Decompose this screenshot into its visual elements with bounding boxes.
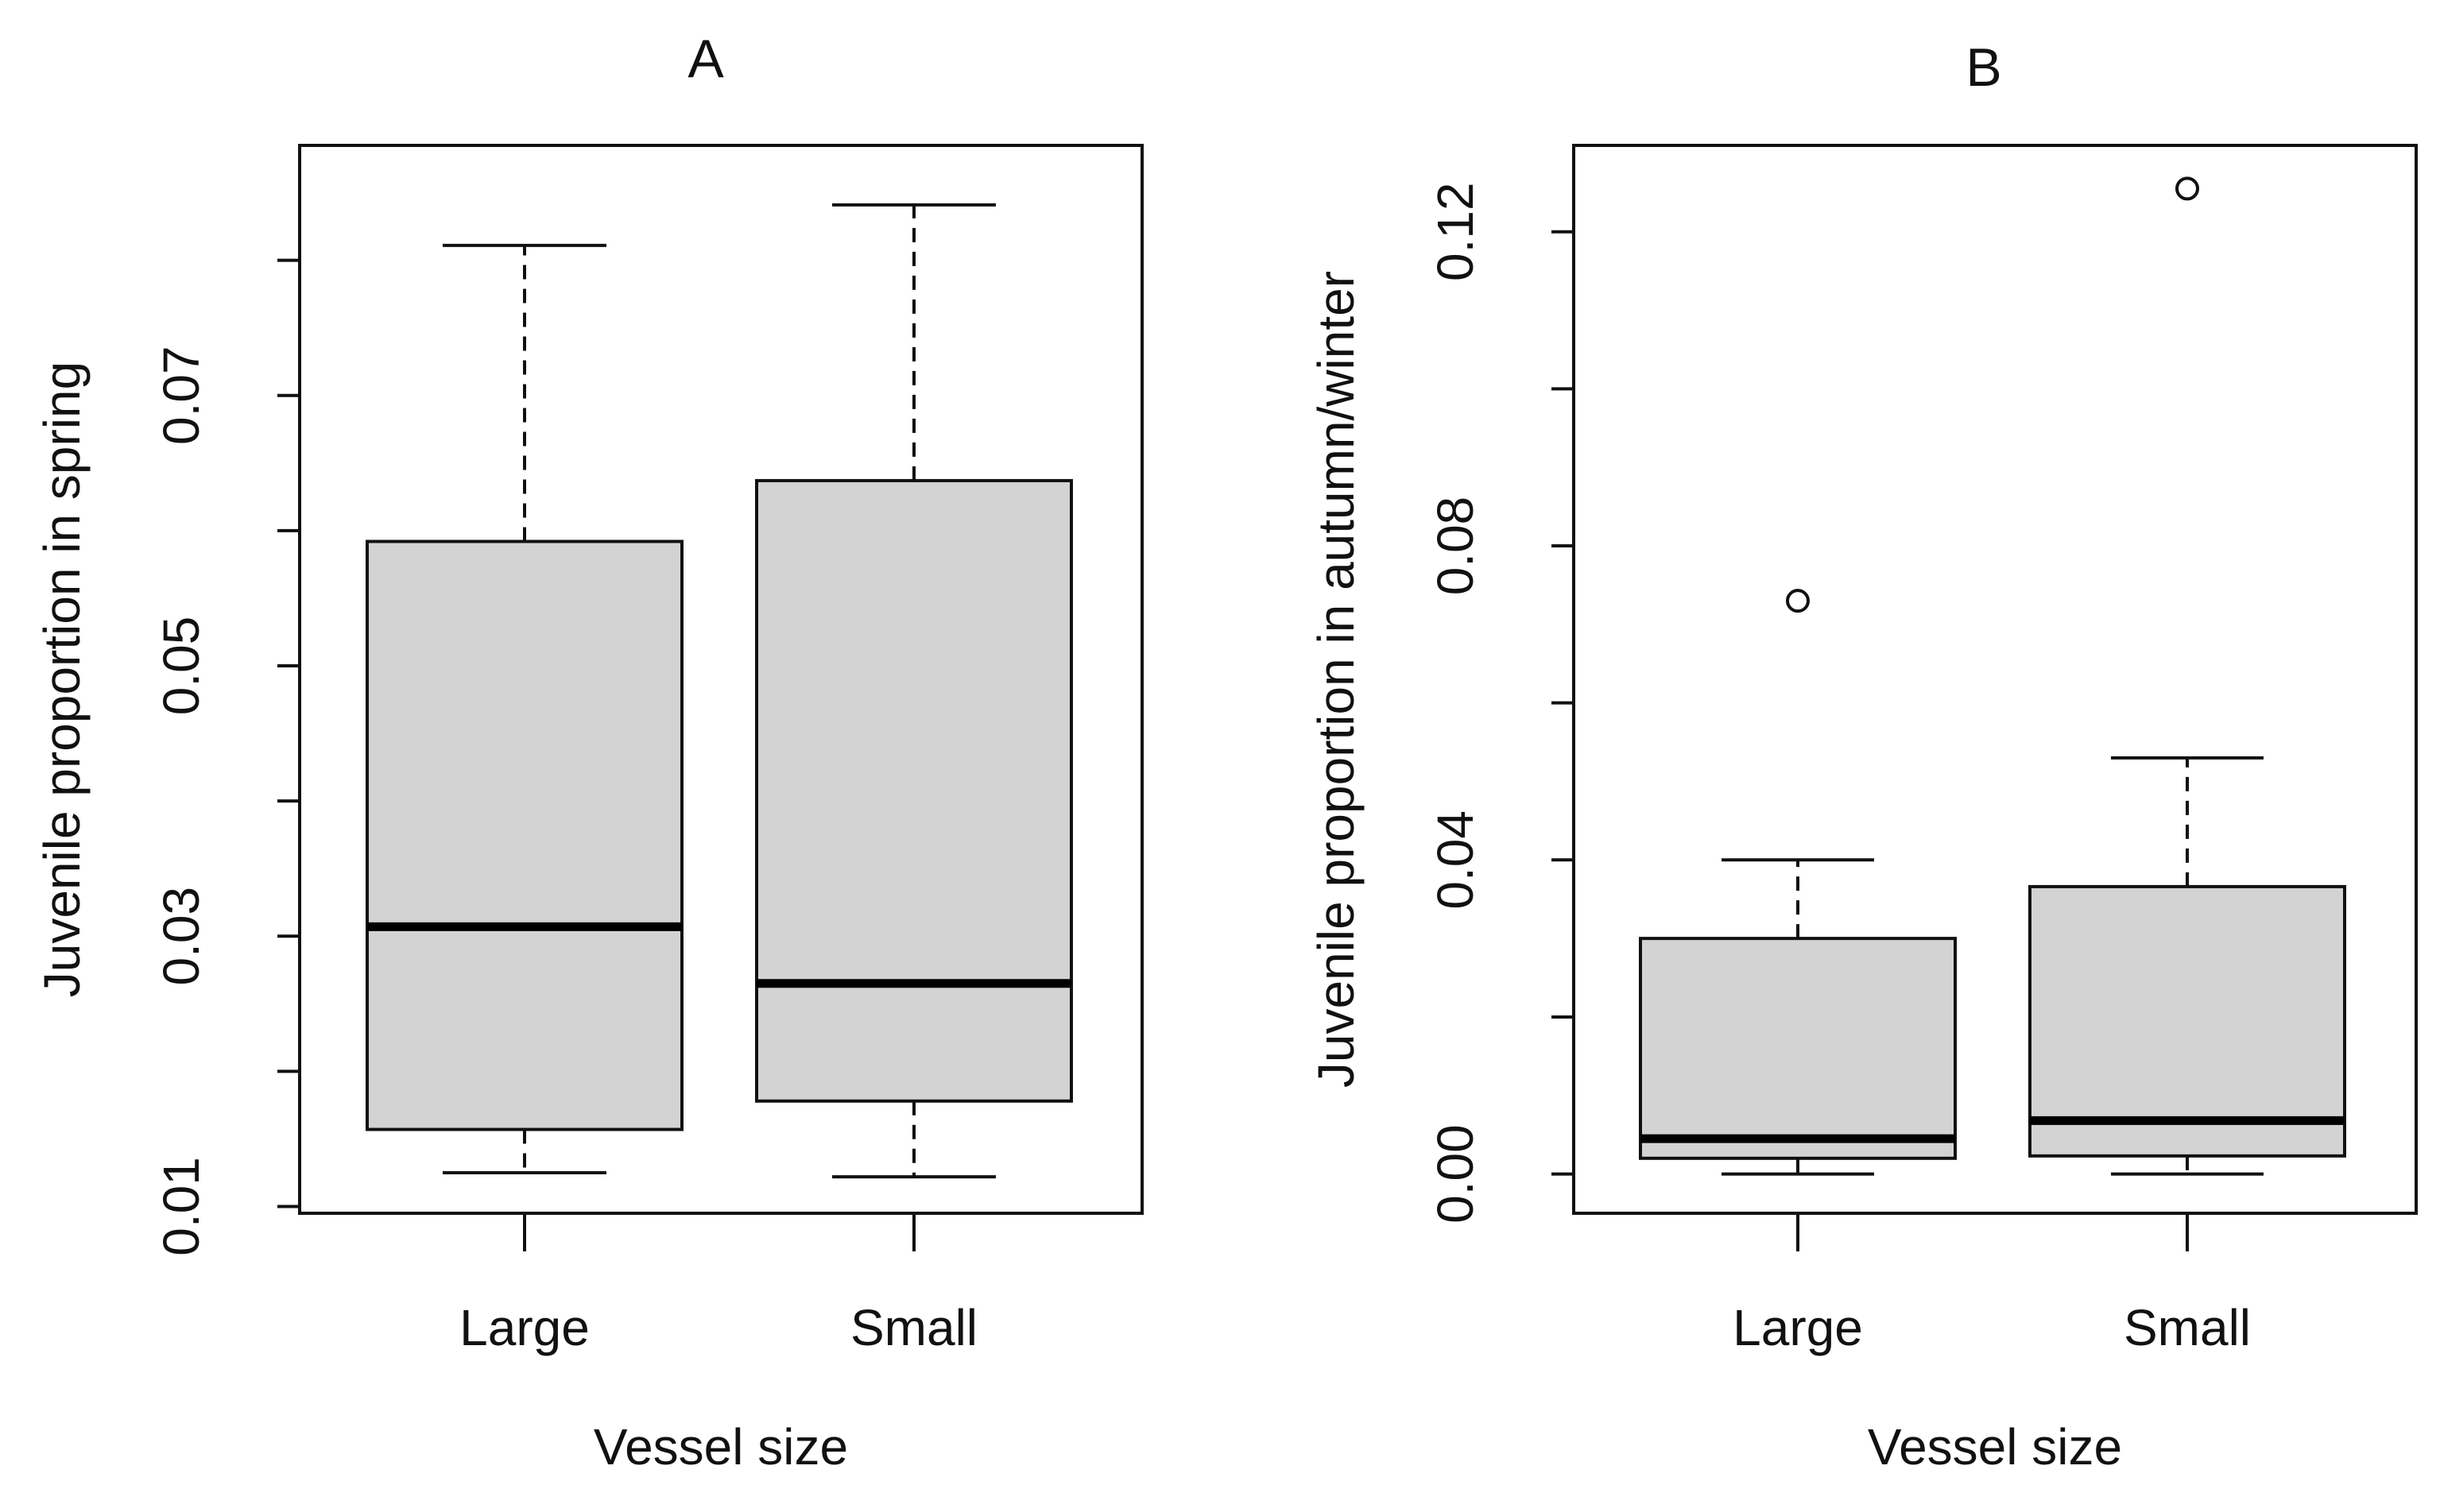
box-small xyxy=(755,478,1073,1103)
y-tick-label: 0.05 xyxy=(153,617,210,716)
y-tick-label: 0.08 xyxy=(1427,497,1484,596)
y-axis-label: Juvenile proportion in autumn/winter xyxy=(1307,271,1365,1088)
box-small xyxy=(2028,884,2346,1158)
box-large xyxy=(366,539,684,1131)
x-axis-label: Vessel size xyxy=(1868,1418,2122,1475)
y-tick-label: 0.00 xyxy=(1427,1124,1484,1224)
y-tick-label: 0.04 xyxy=(1427,810,1484,910)
y-tick-label: 0.03 xyxy=(153,887,210,986)
outlier-point xyxy=(2175,176,2199,201)
y-tick-label: 0.07 xyxy=(153,346,210,445)
x-tick-label: Large xyxy=(1733,1299,1863,1356)
x-tick-label: Large xyxy=(459,1299,590,1356)
x-axis-label: Vessel size xyxy=(594,1418,848,1475)
panel-title: A xyxy=(687,29,724,89)
panel-b: B 0.00 0.04 0.08 0.12 Large Small Vessel size Ju… xyxy=(1307,37,2418,1475)
y-tick-label: 0.12 xyxy=(1427,182,1484,281)
outlier-point xyxy=(1786,589,1810,613)
box-large xyxy=(1639,937,1957,1160)
panel-title: B xyxy=(1966,37,2001,98)
y-axis-label: Juvenile proportion in spring xyxy=(33,362,91,997)
y-tick-label: 0.01 xyxy=(153,1157,210,1256)
x-tick-label: Small xyxy=(2124,1299,2251,1356)
panel-a: A 0.01 0.03 0.05 0.07 Large Small Vessel size Ju… xyxy=(33,29,1144,1475)
x-tick-label: Small xyxy=(850,1299,978,1356)
